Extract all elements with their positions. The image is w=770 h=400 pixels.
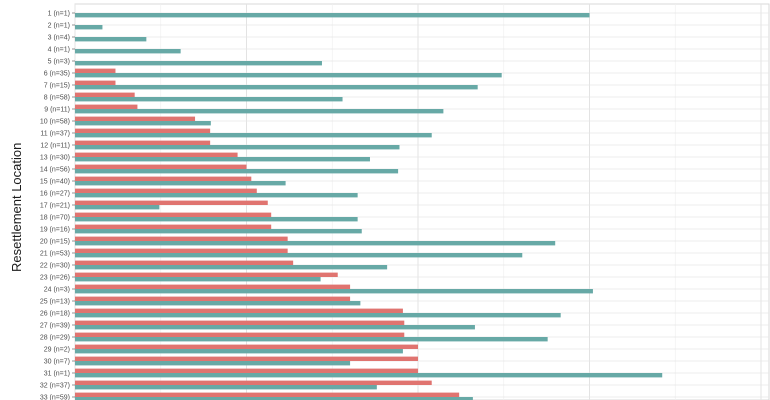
bar-teal: [75, 289, 593, 294]
bar-red: [75, 344, 418, 349]
y-tick-label: 10 (n=58): [40, 118, 70, 125]
bar-teal: [75, 361, 351, 366]
y-tick-label: 32 (n=37): [40, 382, 70, 389]
bar-red: [75, 392, 460, 397]
bar-red: [75, 224, 272, 229]
bar-teal: [75, 133, 432, 138]
bar-red: [75, 356, 418, 361]
bar-teal: [75, 337, 548, 342]
bar-red: [75, 212, 272, 217]
bar-teal: [75, 61, 322, 66]
bar-teal: [75, 241, 556, 246]
bar-teal: [75, 217, 358, 222]
bar-red: [75, 380, 432, 385]
y-tick-label: 3 (n=4): [48, 34, 70, 41]
y-tick-label: 6 (n=35): [44, 70, 70, 77]
bar-red: [75, 200, 268, 205]
y-axis-title: Resettlement Location: [9, 143, 24, 272]
bar-teal: [75, 181, 286, 186]
bar-teal: [75, 385, 377, 390]
y-tick-label: 12 (n=11): [40, 142, 70, 149]
bar-red: [75, 92, 135, 97]
bar-red: [75, 368, 418, 373]
bar-red: [75, 320, 405, 325]
bar-red: [75, 128, 211, 133]
bar-teal: [75, 313, 561, 318]
y-tick-label: 13 (n=30): [40, 154, 70, 161]
y-tick-label: 14 (n=56): [40, 166, 70, 173]
category-tick-labels: 1 (n=1) 2 (n=1) 3 (n=4) 4 (n=1) 5 (n=3) 6 (n=…: [40, 10, 75, 400]
bar-red: [75, 284, 351, 289]
bar-teal: [75, 253, 523, 258]
bar-teal: [75, 397, 473, 400]
y-tick-label: 17 (n=21): [40, 202, 70, 209]
bar-red: [75, 308, 403, 313]
bar-teal: [75, 49, 181, 54]
y-tick-label: 16 (n=27): [40, 190, 70, 197]
y-tick-label: 33 (n=59): [40, 394, 70, 400]
bar-teal: [75, 37, 147, 42]
bar-teal: [75, 85, 478, 90]
y-tick-label: 30 (n=7): [44, 358, 70, 365]
bar-red: [75, 140, 211, 145]
y-tick-label: 7 (n=15): [44, 82, 70, 89]
bar-teal: [75, 265, 388, 270]
bar-red: [75, 164, 247, 169]
bar-red: [75, 248, 288, 253]
bar-teal: [75, 25, 103, 30]
bar-teal: [75, 277, 321, 282]
y-tick-label: 22 (n=30): [40, 262, 70, 269]
bar-teal: [75, 373, 663, 378]
y-tick-label: 4 (n=1): [48, 46, 70, 53]
bar-red: [75, 272, 338, 277]
y-tick-label: 25 (n=13): [40, 298, 70, 305]
bar-teal: [75, 121, 211, 126]
y-tick-label: 20 (n=15): [40, 238, 70, 245]
y-tick-label: 19 (n=16): [40, 226, 70, 233]
y-tick-label: 26 (n=18): [40, 310, 70, 317]
bar-teal: [75, 325, 475, 330]
bar-teal: [75, 109, 444, 114]
y-tick-label: 28 (n=29): [40, 334, 70, 341]
y-tick-label: 24 (n=3): [44, 286, 70, 293]
y-tick-label: 23 (n=26): [40, 274, 70, 281]
bar-red: [75, 80, 116, 85]
bar-red: [75, 188, 257, 193]
bar-teal: [75, 13, 590, 18]
y-tick-label: 27 (n=39): [40, 322, 70, 329]
y-tick-label: 21 (n=53): [40, 250, 70, 257]
bar-red: [75, 176, 252, 181]
bar-teal: [75, 157, 370, 162]
y-tick-label: 31 (n=1): [44, 370, 70, 377]
y-tick-label: 8 (n=58): [44, 94, 70, 101]
y-tick-label: 2 (n=1): [48, 22, 70, 29]
bar-teal: [75, 145, 400, 150]
bar-teal: [75, 349, 403, 354]
bars: [75, 13, 663, 400]
bar-red: [75, 260, 294, 265]
bar-teal: [75, 193, 358, 198]
bar-teal: [75, 301, 361, 306]
y-tick-label: 18 (n=70): [40, 214, 70, 221]
bar-red: [75, 332, 405, 337]
y-tick-label: 15 (n=40): [40, 178, 70, 185]
y-tick-label: 5 (n=3): [48, 58, 70, 65]
bar-teal: [75, 205, 160, 210]
bar-red: [75, 236, 288, 241]
bar-teal: [75, 73, 502, 78]
bar-red: [75, 296, 351, 301]
y-tick-label: 1 (n=1): [48, 10, 70, 17]
y-tick-label: 11 (n=37): [40, 130, 70, 137]
y-tick-label: 9 (n=11): [44, 106, 70, 113]
y-tick-label: 29 (n=2): [44, 346, 70, 353]
bar-red: [75, 68, 116, 73]
bar-red: [75, 116, 196, 121]
bar-red: [75, 104, 138, 109]
bar-teal: [75, 229, 362, 234]
bar-teal: [75, 97, 343, 102]
bar-red: [75, 152, 238, 157]
bar-teal: [75, 169, 399, 174]
